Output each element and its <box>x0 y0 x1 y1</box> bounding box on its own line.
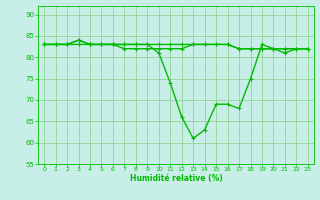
X-axis label: Humidité relative (%): Humidité relative (%) <box>130 174 222 183</box>
